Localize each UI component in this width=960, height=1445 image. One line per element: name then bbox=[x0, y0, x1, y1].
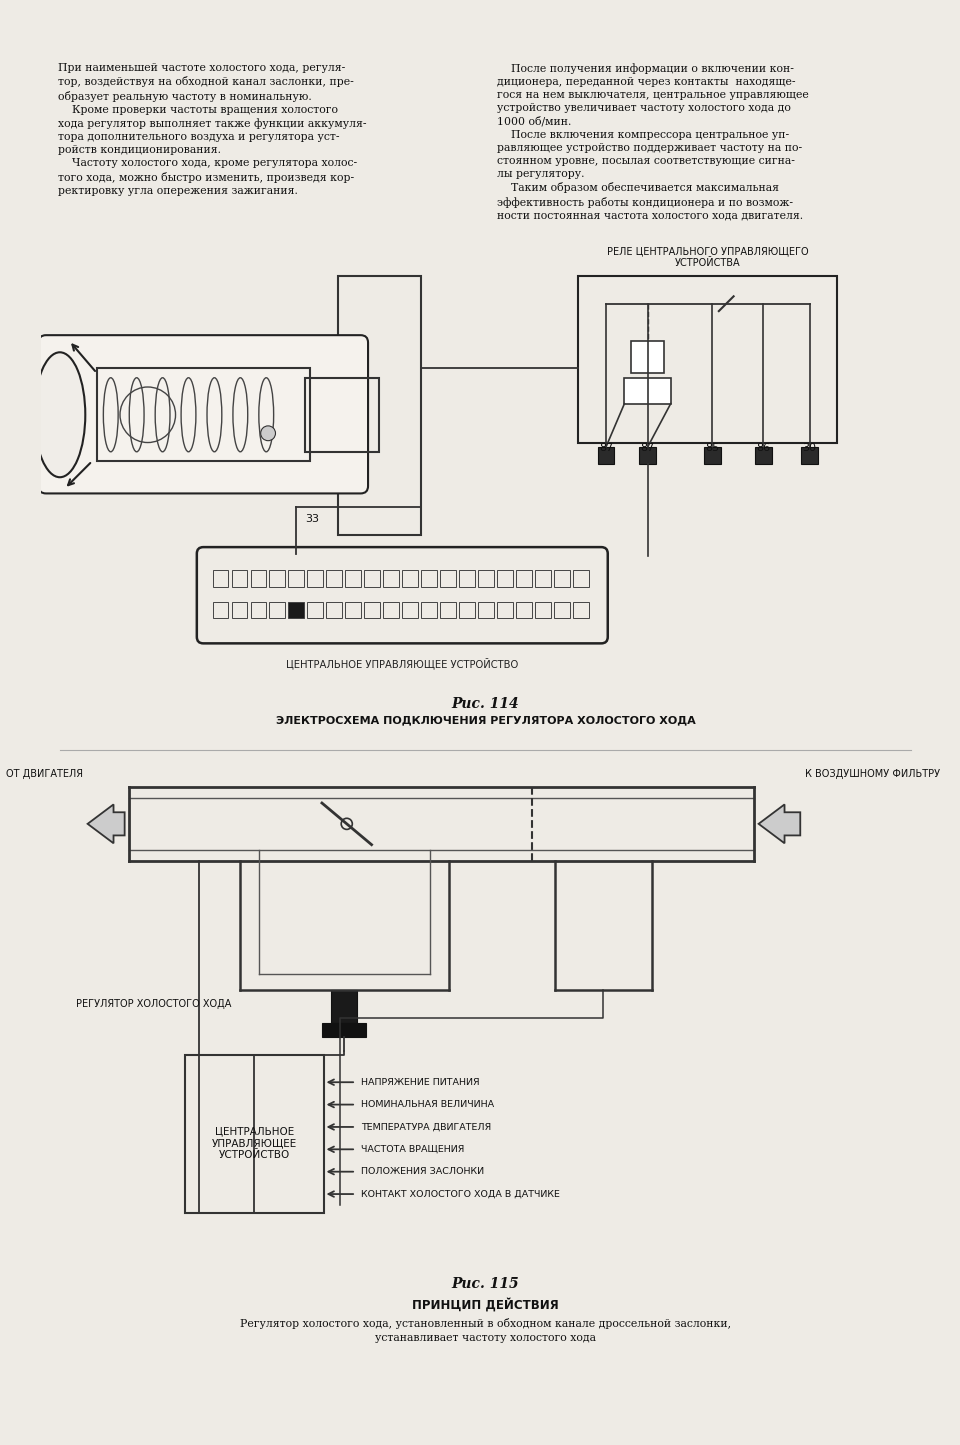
Bar bbox=[421, 601, 437, 618]
Text: ОТ ДВИГАТЕЛЯ: ОТ ДВИГАТЕЛЯ bbox=[6, 769, 83, 779]
Bar bbox=[97, 368, 310, 461]
Bar bbox=[573, 571, 588, 587]
Bar bbox=[251, 571, 266, 587]
Bar bbox=[212, 601, 228, 618]
Bar bbox=[270, 601, 285, 618]
Bar bbox=[554, 571, 570, 587]
Bar bbox=[331, 990, 357, 1023]
Bar bbox=[184, 1055, 324, 1212]
Bar bbox=[516, 571, 532, 587]
Text: Рис. 114: Рис. 114 bbox=[452, 696, 519, 711]
Text: ЭЛЕКТРОСХЕМА ПОДКЛЮЧЕНИЯ РЕГУЛЯТОРА ХОЛОСТОГО ХОДА: ЭЛЕКТРОСХЕМА ПОДКЛЮЧЕНИЯ РЕГУЛЯТОРА ХОЛО… bbox=[276, 715, 695, 725]
Text: ЦЕНТРАЛЬНОЕ УПРАВЛЯЮЩЕЕ УСТРОЙСТВО: ЦЕНТРАЛЬНОЕ УПРАВЛЯЮЩЕЕ УСТРОЙСТВО bbox=[286, 657, 518, 669]
Bar bbox=[802, 447, 818, 464]
Bar bbox=[573, 601, 588, 618]
Bar bbox=[305, 377, 379, 452]
Bar bbox=[639, 447, 656, 464]
Bar bbox=[402, 571, 418, 587]
Text: ПРИНЦИП ДЕЙСТВИЯ: ПРИНЦИП ДЕЙСТВИЯ bbox=[412, 1298, 559, 1312]
FancyBboxPatch shape bbox=[38, 335, 368, 493]
Text: При наименьшей частоте холостого хода, регуля-
тор, воздействуя на обходной кана: При наименьшей частоте холостого хода, р… bbox=[58, 64, 367, 195]
Bar bbox=[346, 571, 361, 587]
Text: РЕЛЕ ЦЕНТРАЛЬНОГО УПРАВЛЯЮЩЕГО
УСТРОЙСТВА: РЕЛЕ ЦЕНТРАЛЬНОГО УПРАВЛЯЮЩЕГО УСТРОЙСТВ… bbox=[607, 246, 808, 267]
Text: Рис. 115: Рис. 115 bbox=[452, 1277, 519, 1292]
Bar bbox=[497, 601, 513, 618]
Bar bbox=[270, 571, 285, 587]
Bar bbox=[231, 571, 248, 587]
Bar bbox=[478, 601, 493, 618]
Bar bbox=[554, 601, 570, 618]
Bar bbox=[597, 447, 614, 464]
Bar bbox=[383, 601, 399, 618]
Bar bbox=[535, 601, 551, 618]
Bar bbox=[365, 601, 380, 618]
Text: 85: 85 bbox=[706, 442, 719, 452]
Bar bbox=[631, 341, 664, 373]
Bar bbox=[441, 601, 456, 618]
Text: НОМИНАЛЬНАЯ ВЕЛИЧИНА: НОМИНАЛЬНАЯ ВЕЛИЧИНА bbox=[361, 1100, 493, 1110]
Bar bbox=[326, 571, 342, 587]
Bar bbox=[288, 601, 304, 618]
Text: К ВОЗДУШНОМУ ФИЛЬТРУ: К ВОЗДУШНОМУ ФИЛЬТРУ bbox=[804, 769, 940, 779]
Bar bbox=[383, 571, 399, 587]
Bar bbox=[338, 276, 420, 535]
Bar bbox=[251, 601, 266, 618]
Bar bbox=[326, 601, 342, 618]
Ellipse shape bbox=[35, 353, 85, 477]
Bar bbox=[346, 601, 361, 618]
Bar bbox=[212, 571, 228, 587]
Bar bbox=[497, 571, 513, 587]
Text: 87: 87 bbox=[599, 442, 613, 452]
Text: ЦЕНТРАЛЬНОЕ
УПРАВЛЯЮЩЕЕ
УСТРОЙСТВО: ЦЕНТРАЛЬНОЕ УПРАВЛЯЮЩЕЕ УСТРОЙСТВО bbox=[211, 1127, 297, 1160]
Text: После получения информации о включении кон-
диционера, переданной через контакты: После получения информации о включении к… bbox=[496, 64, 808, 221]
Bar bbox=[478, 571, 493, 587]
Bar bbox=[516, 601, 532, 618]
Text: ПОЛОЖЕНИЯ ЗАСЛОНКИ: ПОЛОЖЕНИЯ ЗАСЛОНКИ bbox=[361, 1168, 484, 1176]
Text: КОНТАКТ ХОЛОСТОГО ХОДА В ДАТЧИКЕ: КОНТАКТ ХОЛОСТОГО ХОДА В ДАТЧИКЕ bbox=[361, 1189, 560, 1198]
Text: 87: 87 bbox=[640, 442, 655, 452]
Text: 30: 30 bbox=[803, 442, 817, 452]
Bar bbox=[421, 571, 437, 587]
Bar bbox=[365, 571, 380, 587]
Bar bbox=[459, 601, 475, 618]
Text: НАПРЯЖЕНИЕ ПИТАНИЯ: НАПРЯЖЕНИЕ ПИТАНИЯ bbox=[361, 1078, 479, 1087]
FancyArrow shape bbox=[87, 805, 125, 844]
Circle shape bbox=[261, 426, 276, 441]
FancyArrow shape bbox=[758, 805, 801, 844]
Bar bbox=[231, 601, 248, 618]
Bar bbox=[755, 447, 772, 464]
Text: 86: 86 bbox=[756, 442, 770, 452]
Bar bbox=[402, 601, 418, 618]
Bar bbox=[459, 571, 475, 587]
Bar bbox=[624, 377, 671, 403]
Text: Регулятор холостого хода, установленный в обходном канале дроссельной заслонки,
: Регулятор холостого хода, установленный … bbox=[240, 1318, 732, 1342]
Text: 33: 33 bbox=[305, 514, 319, 523]
Bar bbox=[322, 1023, 366, 1036]
Bar bbox=[535, 571, 551, 587]
Bar bbox=[307, 571, 324, 587]
Text: ЧАСТОТА ВРАЩЕНИЯ: ЧАСТОТА ВРАЩЕНИЯ bbox=[361, 1144, 464, 1153]
Bar bbox=[704, 447, 721, 464]
Bar bbox=[288, 571, 304, 587]
Bar bbox=[307, 601, 324, 618]
Text: ТЕМПЕРАТУРА ДВИГАТЕЛЯ: ТЕМПЕРАТУРА ДВИГАТЕЛЯ bbox=[361, 1123, 491, 1131]
Bar bbox=[578, 276, 837, 442]
Bar bbox=[441, 571, 456, 587]
Text: РЕГУЛЯТОР ХОЛОСТОГО ХОДА: РЕГУЛЯТОР ХОЛОСТОГО ХОДА bbox=[76, 1000, 231, 1010]
